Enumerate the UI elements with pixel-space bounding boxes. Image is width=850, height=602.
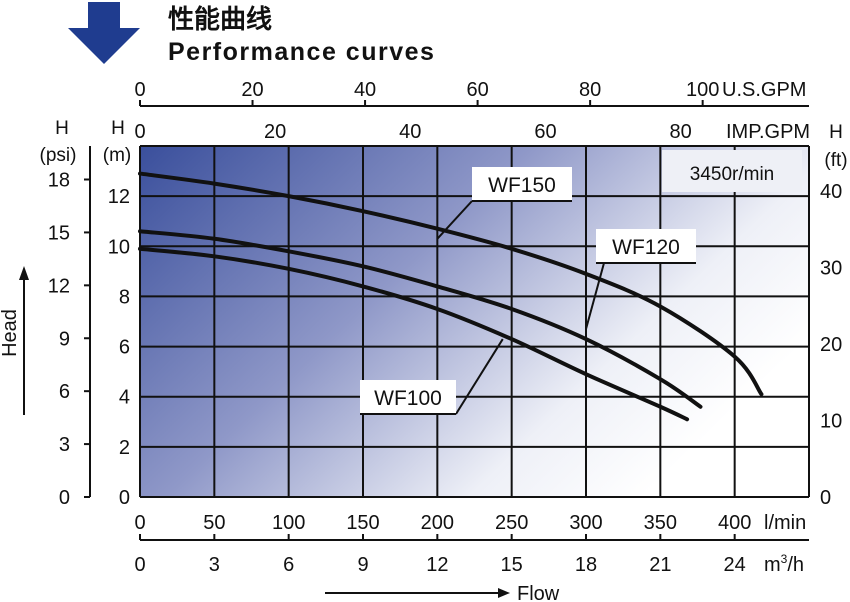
ft-tick-label: 20 [820,334,842,356]
lpm-tick-label: 0 [134,512,145,534]
series-line-wf150 [138,171,764,397]
down-arrow-icon [68,2,140,64]
impgpm-axis-label: IMP.GPM [726,121,810,143]
series-label-leader [436,200,473,240]
psi-tick-label: 12 [48,275,70,297]
psi-tick-label: 0 [59,487,70,509]
ft-tick-label: 40 [820,181,842,203]
head-label-group: Head [0,266,29,415]
m3h-tick-label: 15 [501,554,523,576]
usgpm-axis-label: U.S.GPM [722,79,806,101]
ft-axis-unit: (ft) [824,150,847,171]
flow-label: Flow [517,583,560,602]
m3h-tick-label: 6 [283,554,294,576]
m-tick-label: 10 [108,236,130,258]
usgpm-tick-label: 60 [466,79,488,101]
series-label-wf120: WF120 [612,236,680,259]
usgpm-axis: 0 20 40 60 80 100 U.S.GPM [134,79,809,107]
lpm-axis: 0 50 100 150 200 250 300 350 400 l/min [134,512,806,534]
m-tick-label: 6 [119,337,130,359]
header: 性能曲线 Performance curves [68,2,435,66]
ft-tick-label: 0 [820,487,831,509]
impgpm-tick-label: 20 [264,121,286,143]
impgpm-tick-label: 60 [534,121,556,143]
m3h-tick-label: 18 [575,554,597,576]
flow-arrow-icon [498,588,510,598]
lpm-tick-label: 100 [272,512,305,534]
m3h-tick-label: 12 [426,554,448,576]
lpm-tick-label: 350 [644,512,677,534]
m-axis-unit: (m) [103,145,131,166]
psi-axis-unit: (psi) [40,145,77,166]
series-label-box [472,167,572,201]
psi-tick-label: 15 [48,222,70,244]
series-label-leader [585,262,605,330]
m-axis: 0 2 4 6 8 10 12 H (m) [103,118,131,509]
m-tick-label: 12 [108,186,130,208]
m3h-tick-label: 24 [724,554,746,576]
speed-label-box [662,150,802,192]
series-label-box [360,380,456,414]
title-en: Performance curves [168,38,435,66]
m3h-tick-label: 3 [209,554,220,576]
lpm-tick-label: 250 [495,512,528,534]
lpm-tick-label: 400 [718,512,751,534]
psi-tick-label: 18 [48,170,70,192]
lpm-tick-label: 200 [421,512,454,534]
series-label-box [596,229,696,263]
psi-tick-label: 3 [59,434,70,456]
m-tick-label: 4 [119,387,130,409]
series-line-wf100 [138,246,690,422]
impgpm-tick-label: 40 [399,121,421,143]
ft-axis-title: H [829,122,843,143]
m3h-tick-label: 21 [649,554,671,576]
m3h-axis: 0 3 6 9 12 15 18 21 24 m3/h [134,534,809,576]
psi-tick-label: 6 [59,381,70,403]
ft-axis: 0 10 20 30 40 H (ft) [820,122,848,509]
m3h-axis-label: m3/h [764,552,804,576]
series-label-wf150: WF150 [488,174,556,197]
psi-tick-label: 9 [59,328,70,350]
lpm-tick-label: 50 [203,512,225,534]
curves [138,171,764,422]
series-line-wf120 [138,229,703,409]
impgpm-tick-label: 0 [134,121,145,143]
head-arrow-icon [19,266,29,280]
series-labels: WF150 WF120 WF100 [360,167,696,415]
m3h-tick-label: 0 [134,554,145,576]
title-cn: 性能曲线 [168,4,272,35]
usgpm-tick-label: 20 [241,79,263,101]
m3h-tick-label: 9 [357,554,368,576]
ft-tick-label: 30 [820,258,842,280]
flow-label-group: Flow [325,583,560,602]
m-tick-label: 0 [119,487,130,509]
m-tick-label: 8 [119,286,130,308]
impgpm-tick-label: 80 [669,121,691,143]
impgpm-axis: 0 20 40 60 80 IMP.GPM [134,121,810,143]
psi-axis-title: H [55,118,69,139]
ft-tick-label: 10 [820,411,842,433]
m-axis-title: H [111,118,125,139]
usgpm-tick-label: 80 [579,79,601,101]
lpm-tick-label: 300 [569,512,602,534]
head-label: Head [0,309,21,357]
lpm-tick-label: 150 [346,512,379,534]
usgpm-tick-label: 0 [134,79,145,101]
lpm-axis-label: l/min [764,512,806,534]
series-label-leader [455,338,504,415]
usgpm-tick-label: 100 [686,79,719,101]
psi-axis: 0 3 6 9 12 15 18 H (psi) [40,118,91,509]
usgpm-tick-label: 40 [354,79,376,101]
series-label-wf100: WF100 [374,387,442,410]
m-tick-label: 2 [119,437,130,459]
speed-label: 3450r/min [690,164,775,185]
